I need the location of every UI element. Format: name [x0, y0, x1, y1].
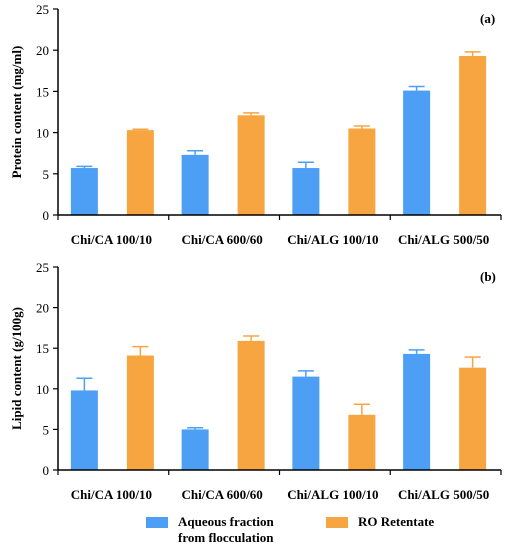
legend-swatch-ro-retentate — [326, 517, 348, 528]
panel-b-y-tick-label-1: 5 — [43, 422, 50, 437]
panel-a-bar-s1-c1 — [70, 168, 98, 215]
panel-b-y-tick-label-2: 10 — [36, 382, 49, 397]
panel-b-y-tick-label-0: 0 — [43, 463, 50, 478]
panel-a-y-tick-label-2: 10 — [36, 126, 49, 141]
panel-a-bar-s2-c4 — [459, 55, 487, 215]
panel-a-category-label-3: Chi/ALG 100/10 — [287, 232, 378, 247]
panel-a-y-tick-label-4: 20 — [36, 43, 49, 58]
panel-a-category-label-1: Chi/CA 100/10 — [71, 232, 152, 247]
panel-b-y-tick-label-3: 15 — [36, 341, 49, 356]
panel-a-y-tick-label-3: 15 — [36, 84, 49, 99]
panel-b-panel-label: (b) — [480, 269, 496, 284]
panel-a-y-tick-label-5: 25 — [36, 2, 49, 17]
panel-a-bar-s2-c2 — [237, 115, 265, 215]
panel-b-bar-s2-c4 — [459, 367, 487, 470]
panel-b-bar-s2-c2 — [237, 340, 265, 470]
panel-a-category-label-2: Chi/CA 600/60 — [181, 232, 262, 247]
legend: Aqueous fraction from flocculation RO Re… — [146, 514, 434, 545]
panel-a-bar-s1-c3 — [292, 168, 320, 215]
panel-b-lipid-chart: 0 5 10 15 20 25 Chi/CA 100/10 Chi/CA 600/60 Chi/… — [9, 260, 502, 502]
panel-b-bar-s1-c2 — [181, 429, 209, 470]
panel-b-bar-s1-c4 — [403, 353, 431, 470]
panel-b-bar-s1-c1 — [70, 390, 98, 470]
panel-b-category-label-1: Chi/CA 100/10 — [71, 487, 152, 502]
legend-label-aqueous-line2: from flocculation — [178, 530, 274, 545]
panel-b-y-tick-label-5: 25 — [36, 260, 49, 275]
panel-a-category-label-4: Chi/ALG 500/50 — [398, 232, 489, 247]
panel-b-category-label-4: Chi/ALG 500/50 — [398, 487, 489, 502]
panel-b-category-label-3: Chi/ALG 100/10 — [287, 487, 378, 502]
panel-a-bar-s2-c1 — [126, 130, 154, 215]
panel-a-y-axis-title: Protein content (mg/ml) — [9, 46, 24, 179]
panel-a-y-tick-label-0: 0 — [43, 208, 50, 223]
panel-b-y-tick-label-4: 20 — [36, 301, 49, 316]
panel-a-bar-s1-c4 — [403, 90, 431, 215]
legend-label-aqueous-line1: Aqueous fraction — [178, 514, 274, 529]
panel-a-bar-s2-c3 — [348, 128, 376, 215]
panel-b-category-label-2: Chi/CA 600/60 — [181, 487, 262, 502]
legend-swatch-aqueous — [146, 517, 168, 528]
panel-b-bar-s2-c1 — [126, 355, 154, 470]
panel-b-bar-s1-c3 — [292, 376, 320, 470]
panel-b-y-axis-title: Lipid content (g/100g) — [9, 307, 24, 430]
panel-a-bar-s1-c2 — [181, 154, 209, 215]
panel-a-y-tick-label-1: 5 — [43, 167, 50, 182]
panel-a-protein-chart: 0 5 10 15 20 25 Chi/CA 100/10 Chi/CA 600/60 Chi/… — [9, 2, 502, 247]
panel-b-bar-s2-c3 — [348, 414, 376, 470]
panel-a-panel-label: (a) — [480, 11, 495, 26]
legend-label-ro-retentate: RO Retentate — [358, 514, 434, 529]
